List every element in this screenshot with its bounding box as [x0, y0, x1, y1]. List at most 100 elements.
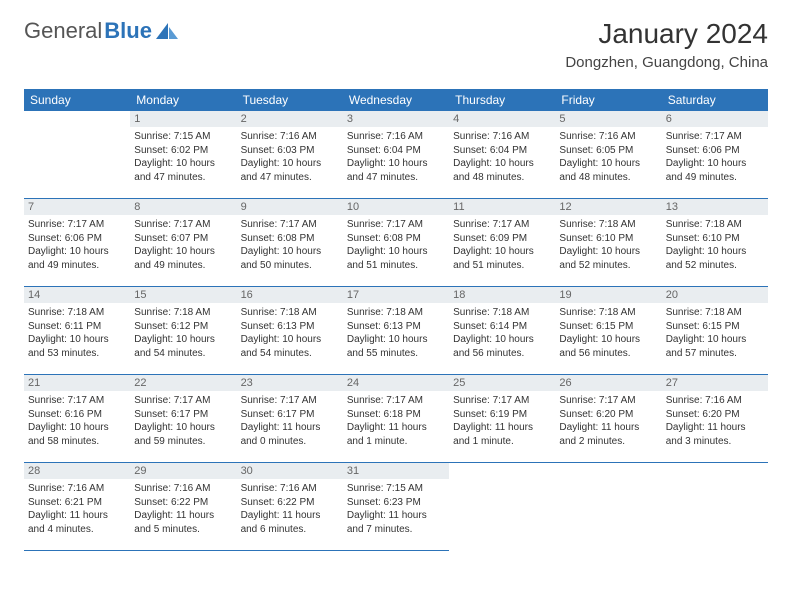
sunrise-text: Sunrise: 7:17 AM: [453, 218, 551, 232]
sunset-text: Sunset: 6:05 PM: [559, 144, 657, 158]
calendar-cell: 2Sunrise: 7:16 AMSunset: 6:03 PMDaylight…: [237, 111, 343, 199]
weekday-mon: Monday: [130, 89, 236, 111]
day-number: 8: [130, 199, 236, 215]
calendar-cell: [24, 111, 130, 199]
daylight-text: Daylight: 10 hours and 49 minutes.: [666, 157, 764, 184]
day-details: Sunrise: 7:17 AMSunset: 6:09 PMDaylight:…: [449, 215, 555, 278]
calendar-cell: 29Sunrise: 7:16 AMSunset: 6:22 PMDayligh…: [130, 463, 236, 551]
calendar-grid: 1Sunrise: 7:15 AMSunset: 6:02 PMDaylight…: [24, 111, 768, 551]
sunset-text: Sunset: 6:04 PM: [453, 144, 551, 158]
sunrise-text: Sunrise: 7:17 AM: [559, 394, 657, 408]
calendar-cell: 16Sunrise: 7:18 AMSunset: 6:13 PMDayligh…: [237, 287, 343, 375]
day-number: 23: [237, 375, 343, 391]
calendar-week: 1Sunrise: 7:15 AMSunset: 6:02 PMDaylight…: [24, 111, 768, 199]
calendar-cell: 24Sunrise: 7:17 AMSunset: 6:18 PMDayligh…: [343, 375, 449, 463]
calendar-week: 14Sunrise: 7:18 AMSunset: 6:11 PMDayligh…: [24, 287, 768, 375]
calendar-cell: 28Sunrise: 7:16 AMSunset: 6:21 PMDayligh…: [24, 463, 130, 551]
day-details: Sunrise: 7:17 AMSunset: 6:08 PMDaylight:…: [237, 215, 343, 278]
sunrise-text: Sunrise: 7:18 AM: [134, 306, 232, 320]
weekday-sun: Sunday: [24, 89, 130, 111]
sunset-text: Sunset: 6:22 PM: [241, 496, 339, 510]
sunrise-text: Sunrise: 7:18 AM: [666, 306, 764, 320]
sunrise-text: Sunrise: 7:17 AM: [666, 130, 764, 144]
daylight-text: Daylight: 11 hours and 7 minutes.: [347, 509, 445, 536]
sunset-text: Sunset: 6:06 PM: [666, 144, 764, 158]
day-details: Sunrise: 7:15 AMSunset: 6:23 PMDaylight:…: [343, 479, 449, 542]
calendar-cell: 5Sunrise: 7:16 AMSunset: 6:05 PMDaylight…: [555, 111, 661, 199]
logo-text-2: Blue: [104, 18, 152, 44]
logo-sail-icon: [156, 23, 178, 39]
calendar-cell: [555, 463, 661, 551]
sunset-text: Sunset: 6:14 PM: [453, 320, 551, 334]
day-number: 31: [343, 463, 449, 479]
sunrise-text: Sunrise: 7:18 AM: [453, 306, 551, 320]
daylight-text: Daylight: 10 hours and 49 minutes.: [28, 245, 126, 272]
day-number: 11: [449, 199, 555, 215]
day-number: 27: [662, 375, 768, 391]
calendar-cell: 14Sunrise: 7:18 AMSunset: 6:11 PMDayligh…: [24, 287, 130, 375]
day-details: Sunrise: 7:16 AMSunset: 6:22 PMDaylight:…: [237, 479, 343, 542]
calendar-week: 21Sunrise: 7:17 AMSunset: 6:16 PMDayligh…: [24, 375, 768, 463]
calendar-cell: 15Sunrise: 7:18 AMSunset: 6:12 PMDayligh…: [130, 287, 236, 375]
calendar-page: GeneralBlue January 2024 Dongzhen, Guang…: [0, 0, 792, 569]
calendar-week: 7Sunrise: 7:17 AMSunset: 6:06 PMDaylight…: [24, 199, 768, 287]
day-number: 18: [449, 287, 555, 303]
daylight-text: Daylight: 10 hours and 47 minutes.: [347, 157, 445, 184]
daylight-text: Daylight: 11 hours and 1 minute.: [347, 421, 445, 448]
weekday-tue: Tuesday: [237, 89, 343, 111]
sunrise-text: Sunrise: 7:17 AM: [28, 394, 126, 408]
day-number: 10: [343, 199, 449, 215]
sunset-text: Sunset: 6:06 PM: [28, 232, 126, 246]
day-details: Sunrise: 7:17 AMSunset: 6:17 PMDaylight:…: [237, 391, 343, 454]
day-number: 13: [662, 199, 768, 215]
day-number: 20: [662, 287, 768, 303]
title-block: January 2024 Dongzhen, Guangdong, China: [565, 18, 768, 71]
daylight-text: Daylight: 10 hours and 50 minutes.: [241, 245, 339, 272]
day-details: Sunrise: 7:16 AMSunset: 6:03 PMDaylight:…: [237, 127, 343, 190]
sunrise-text: Sunrise: 7:17 AM: [134, 218, 232, 232]
sunset-text: Sunset: 6:08 PM: [241, 232, 339, 246]
day-details: Sunrise: 7:17 AMSunset: 6:20 PMDaylight:…: [555, 391, 661, 454]
sunset-text: Sunset: 6:08 PM: [347, 232, 445, 246]
sunset-text: Sunset: 6:15 PM: [666, 320, 764, 334]
daylight-text: Daylight: 11 hours and 3 minutes.: [666, 421, 764, 448]
weekday-sat: Saturday: [662, 89, 768, 111]
calendar-cell: 13Sunrise: 7:18 AMSunset: 6:10 PMDayligh…: [662, 199, 768, 287]
calendar-cell: 20Sunrise: 7:18 AMSunset: 6:15 PMDayligh…: [662, 287, 768, 375]
sunset-text: Sunset: 6:04 PM: [347, 144, 445, 158]
calendar-cell: [662, 463, 768, 551]
daylight-text: Daylight: 10 hours and 51 minutes.: [453, 245, 551, 272]
day-number: 28: [24, 463, 130, 479]
day-number: 19: [555, 287, 661, 303]
day-details: Sunrise: 7:17 AMSunset: 6:06 PMDaylight:…: [24, 215, 130, 278]
location-label: Dongzhen, Guangdong, China: [565, 54, 768, 71]
day-details: Sunrise: 7:18 AMSunset: 6:15 PMDaylight:…: [555, 303, 661, 366]
sunset-text: Sunset: 6:07 PM: [134, 232, 232, 246]
daylight-text: Daylight: 10 hours and 55 minutes.: [347, 333, 445, 360]
calendar-cell: 25Sunrise: 7:17 AMSunset: 6:19 PMDayligh…: [449, 375, 555, 463]
day-number: 30: [237, 463, 343, 479]
daylight-text: Daylight: 10 hours and 54 minutes.: [241, 333, 339, 360]
daylight-text: Daylight: 10 hours and 58 minutes.: [28, 421, 126, 448]
day-number: 3: [343, 111, 449, 127]
daylight-text: Daylight: 11 hours and 4 minutes.: [28, 509, 126, 536]
day-number: 22: [130, 375, 236, 391]
daylight-text: Daylight: 10 hours and 56 minutes.: [453, 333, 551, 360]
calendar-cell: 23Sunrise: 7:17 AMSunset: 6:17 PMDayligh…: [237, 375, 343, 463]
daylight-text: Daylight: 11 hours and 1 minute.: [453, 421, 551, 448]
calendar-cell: 8Sunrise: 7:17 AMSunset: 6:07 PMDaylight…: [130, 199, 236, 287]
day-number: 9: [237, 199, 343, 215]
day-details: Sunrise: 7:17 AMSunset: 6:16 PMDaylight:…: [24, 391, 130, 454]
daylight-text: Daylight: 10 hours and 48 minutes.: [453, 157, 551, 184]
calendar-cell: 19Sunrise: 7:18 AMSunset: 6:15 PMDayligh…: [555, 287, 661, 375]
day-details: Sunrise: 7:17 AMSunset: 6:18 PMDaylight:…: [343, 391, 449, 454]
daylight-text: Daylight: 10 hours and 54 minutes.: [134, 333, 232, 360]
day-number: 25: [449, 375, 555, 391]
day-details: Sunrise: 7:15 AMSunset: 6:02 PMDaylight:…: [130, 127, 236, 190]
day-number: 17: [343, 287, 449, 303]
sunset-text: Sunset: 6:20 PM: [666, 408, 764, 422]
sunset-text: Sunset: 6:10 PM: [666, 232, 764, 246]
sunset-text: Sunset: 6:18 PM: [347, 408, 445, 422]
calendar-cell: 12Sunrise: 7:18 AMSunset: 6:10 PMDayligh…: [555, 199, 661, 287]
calendar-cell: 21Sunrise: 7:17 AMSunset: 6:16 PMDayligh…: [24, 375, 130, 463]
